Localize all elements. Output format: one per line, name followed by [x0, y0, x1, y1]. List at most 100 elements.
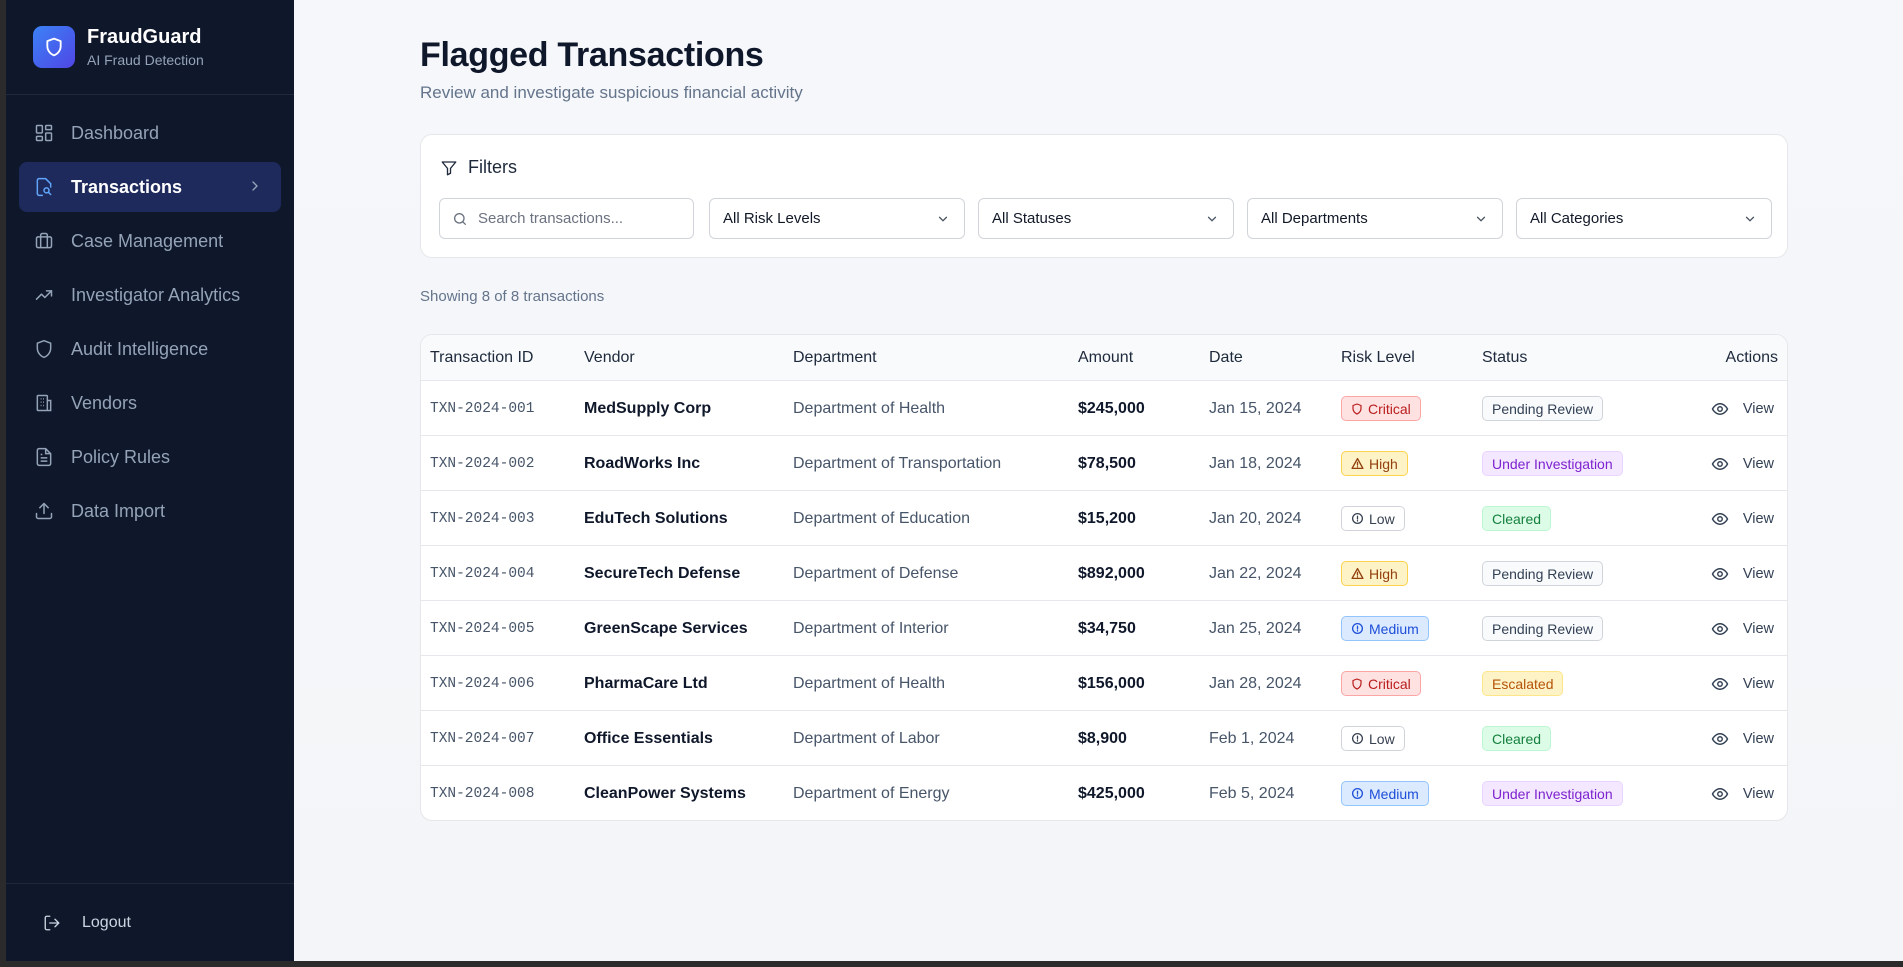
department-name: Department of Interior [793, 619, 949, 637]
amount-value: $78,500 [1078, 454, 1136, 472]
risk-badge-label: Critical [1368, 675, 1411, 692]
actions-cell: View [1705, 491, 1780, 546]
risk-badge: Medium [1341, 781, 1429, 806]
warning-triangle-icon [1351, 457, 1364, 470]
filters-header: Filters [439, 157, 517, 178]
category-select-value: All Categories [1530, 210, 1624, 227]
eye-icon [1711, 730, 1729, 748]
department-select[interactable]: All Departments [1247, 198, 1503, 239]
column-header-id[interactable]: Transaction ID [430, 349, 534, 366]
column-header-actions: Actions [1725, 349, 1778, 366]
transaction-id: TXN-2024-005 [430, 620, 535, 637]
column-header-vendor[interactable]: Vendor [584, 349, 635, 366]
actions-cell: View [1705, 601, 1780, 656]
date-value: Jan 22, 2024 [1209, 564, 1302, 582]
column-header-status[interactable]: Status [1482, 349, 1528, 366]
eye-icon [1711, 675, 1729, 693]
department-name: Department of Transportation [793, 454, 1002, 472]
document-icon [33, 446, 55, 468]
actions-cell: View [1705, 766, 1780, 820]
actions-cell: View [1705, 381, 1780, 436]
view-button[interactable]: View [1705, 561, 1780, 587]
date-value: Jan 15, 2024 [1209, 399, 1302, 417]
view-button[interactable]: View [1705, 781, 1780, 807]
view-button-label: View [1742, 565, 1774, 582]
column-header-date[interactable]: Date [1209, 349, 1243, 366]
table-row[interactable]: TXN-2024-007 Office Essentials Department … [421, 711, 1787, 766]
transaction-id: TXN-2024-008 [430, 785, 535, 802]
vendor-name: EduTech Solutions [584, 509, 728, 527]
logout-button[interactable]: Logout [6, 883, 294, 961]
risk-badge-label: Low [1369, 730, 1395, 747]
status-cell: Pending Review [1482, 381, 1604, 436]
table-row[interactable]: TXN-2024-005 GreenScape Services Departmen… [421, 601, 1787, 656]
sidebar-item-audit-intelligence[interactable]: Audit Intelligence [19, 324, 281, 374]
sidebar-item-label: Audit Intelligence [71, 338, 209, 359]
risk-cell: Low [1341, 491, 1405, 546]
department-name: Department of Health [793, 399, 946, 417]
view-button[interactable]: View [1705, 726, 1780, 752]
column-header-amount[interactable]: Amount [1078, 349, 1134, 366]
table-row[interactable]: TXN-2024-001 MedSupply Corp Department of … [421, 381, 1787, 436]
risk-badge: Low [1341, 726, 1405, 751]
actions-cell: View [1705, 656, 1780, 711]
risk-cell: Medium [1341, 601, 1429, 656]
table-row[interactable]: TXN-2024-003 EduTech Solutions Department … [421, 491, 1787, 546]
search-field[interactable] [439, 198, 694, 239]
vendor-name: RoadWorks Inc [584, 454, 701, 472]
eye-icon [1711, 455, 1729, 473]
department-name: Department of Energy [793, 784, 950, 802]
status-cell: Pending Review [1482, 546, 1604, 601]
view-button[interactable]: View [1705, 506, 1780, 532]
sidebar-item-dashboard[interactable]: Dashboard [19, 108, 281, 158]
actions-cell: View [1705, 436, 1780, 491]
date-value: Jan 25, 2024 [1209, 619, 1302, 637]
view-button-label: View [1742, 675, 1774, 692]
sidebar-item-case-management[interactable]: Case Management [19, 216, 281, 266]
search-input[interactable] [478, 210, 678, 227]
eye-icon [1711, 400, 1729, 418]
filters-title: Filters [468, 157, 517, 177]
risk-badge-label: High [1369, 455, 1398, 472]
chevron-down-icon [1205, 212, 1219, 230]
status-select-value: All Statuses [992, 210, 1072, 227]
status-cell: Cleared [1482, 711, 1552, 766]
sidebar-item-policy-rules[interactable]: Policy Rules [19, 432, 281, 482]
trending-up-icon [33, 284, 55, 306]
status-cell: Pending Review [1482, 601, 1604, 656]
briefcase-icon [33, 230, 55, 252]
amount-value: $156,000 [1078, 674, 1145, 692]
eye-icon [1711, 785, 1729, 803]
shield-logo-icon [33, 26, 75, 68]
sidebar-item-data-import[interactable]: Data Import [19, 486, 281, 536]
date-value: Feb 5, 2024 [1209, 784, 1295, 802]
sidebar-item-investigator-analytics[interactable]: Investigator Analytics [19, 270, 281, 320]
column-header-department[interactable]: Department [793, 349, 877, 366]
status-badge: Pending Review [1482, 616, 1604, 641]
status-select[interactable]: All Statuses [978, 198, 1234, 239]
status-badge: Escalated [1482, 671, 1564, 696]
risk-badge-label: Medium [1369, 785, 1419, 802]
risk-cell: Low [1341, 711, 1405, 766]
table-row[interactable]: TXN-2024-002 RoadWorks Inc Department of T… [421, 436, 1787, 491]
department-name: Department of Labor [793, 729, 940, 747]
column-header-risk[interactable]: Risk Level [1341, 349, 1415, 366]
category-select[interactable]: All Categories [1516, 198, 1772, 239]
table-row[interactable]: TXN-2024-006 PharmaCare Ltd Department of … [421, 656, 1787, 711]
table-row[interactable]: TXN-2024-004 SecureTech Defense Department… [421, 546, 1787, 601]
sidebar-item-label: Dashboard [71, 122, 160, 143]
view-button[interactable]: View [1705, 396, 1780, 422]
view-button[interactable]: View [1705, 451, 1780, 477]
amount-value: $245,000 [1078, 399, 1145, 417]
view-button[interactable]: View [1705, 671, 1780, 697]
view-button[interactable]: View [1705, 616, 1780, 642]
sidebar-item-transactions[interactable]: Transactions [19, 162, 281, 212]
risk-badge-label: High [1369, 565, 1398, 582]
search-icon [452, 211, 468, 227]
risk-level-select[interactable]: All Risk Levels [709, 198, 965, 239]
table-row[interactable]: TXN-2024-008 CleanPower Systems Department… [421, 766, 1787, 820]
sidebar-item-vendors[interactable]: Vendors [19, 378, 281, 428]
app-window: FraudGuard AI Fraud Detection Dashboard … [6, 0, 1903, 961]
risk-cell: High [1341, 436, 1408, 491]
transaction-id: TXN-2024-001 [430, 400, 535, 417]
